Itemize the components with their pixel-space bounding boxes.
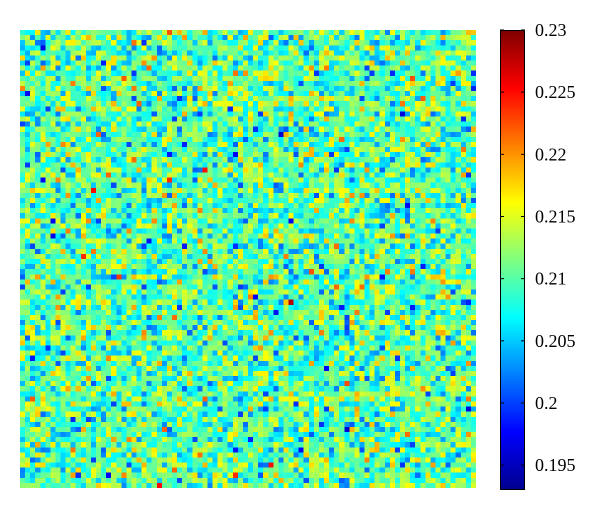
colorbar-tick-label: 0.215 <box>535 206 576 226</box>
colorbar-tick-label: 0.21 <box>535 269 567 289</box>
colorbar-tick-label: 0.195 <box>535 455 576 475</box>
colorbar-tick-label: 0.225 <box>535 82 576 102</box>
colorbar-tick-label: 0.2 <box>535 393 558 413</box>
colorbar-tick-label: 0.22 <box>535 144 567 164</box>
heatmap-plot-area <box>20 30 476 488</box>
colorbar-tick-label: 0.205 <box>535 331 576 351</box>
colorbar-tick-label: 0.23 <box>535 20 567 40</box>
colorbar <box>500 30 525 490</box>
